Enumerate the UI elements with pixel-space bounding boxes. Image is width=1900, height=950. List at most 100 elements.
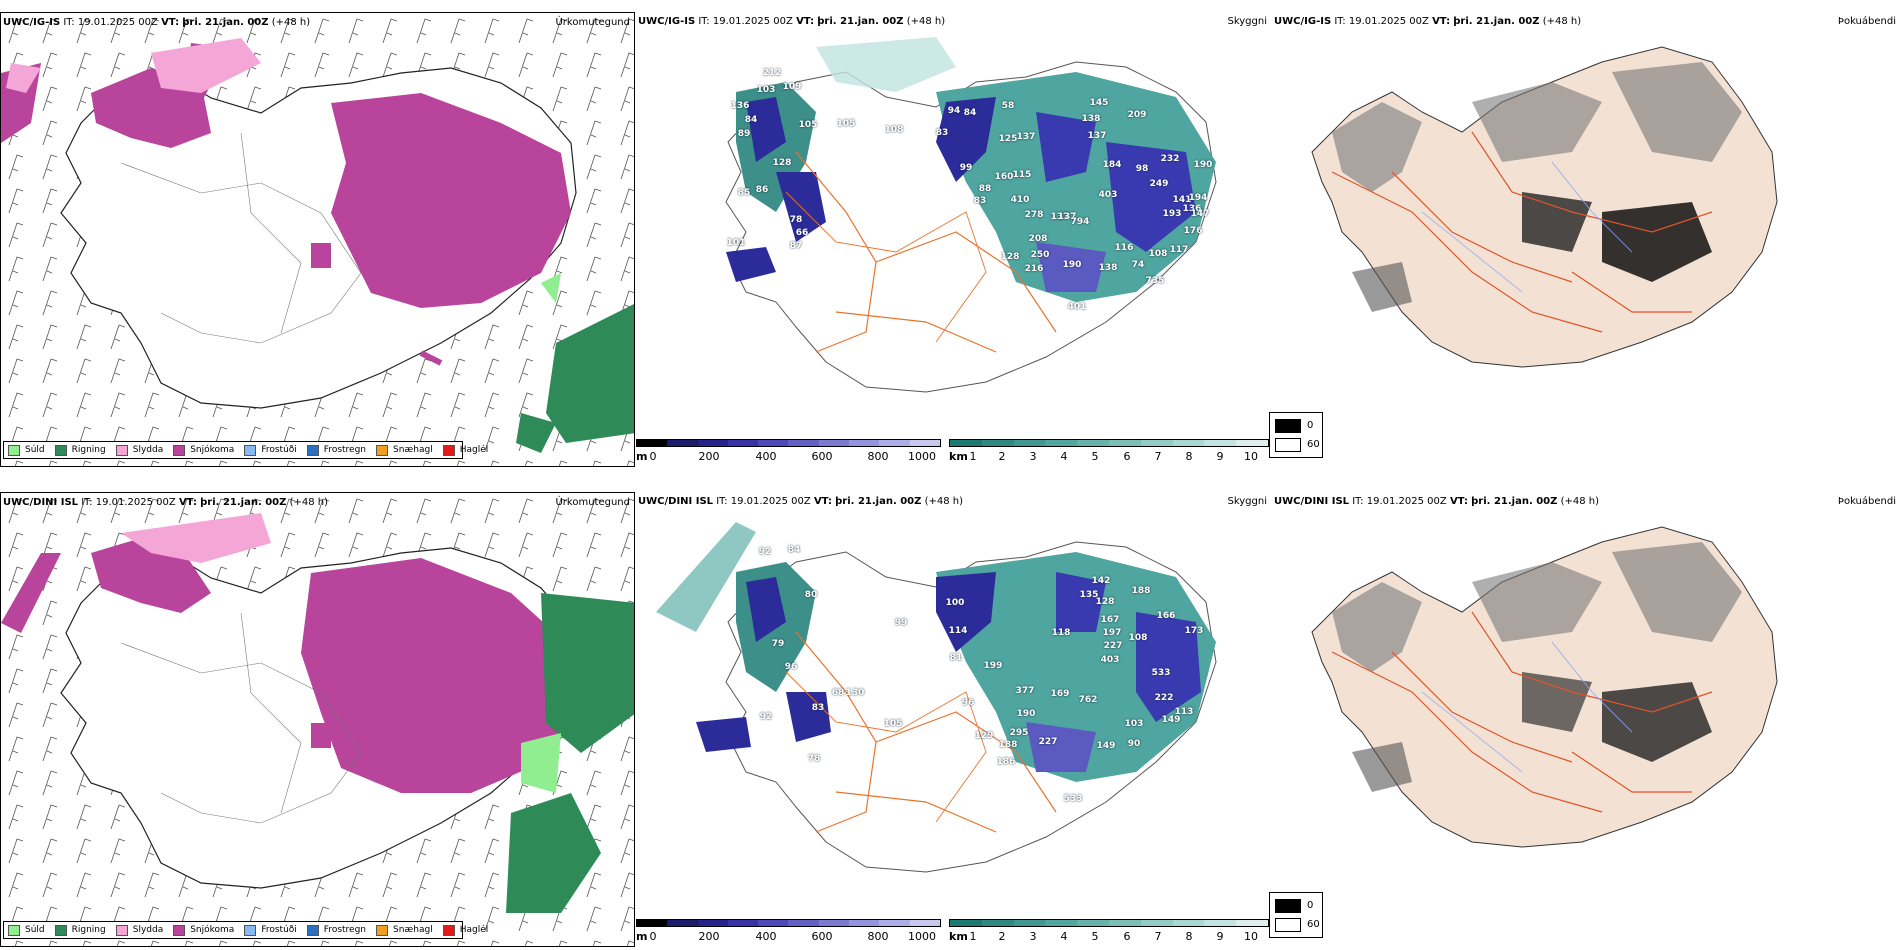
visibility-colorbar-tick: 6 [1123, 450, 1131, 463]
peak-label: 149 [1161, 715, 1181, 725]
legend-swatch [115, 444, 128, 456]
visibility-map-row1 [725, 37, 1217, 393]
legend-swatch [442, 924, 455, 936]
peak-label: 92 [758, 547, 772, 557]
visibility-colorbar-tick: 7 [1154, 450, 1162, 463]
legend-item-snjokoma: Snjókoma [173, 924, 234, 936]
peak-label: 190 [1062, 260, 1082, 270]
visibility-colorbar-tick: 5 [1091, 930, 1099, 943]
peak-label: 403 [1100, 655, 1120, 665]
peak-label: 88 [978, 184, 992, 194]
peak-label: 209 [1127, 110, 1147, 120]
peak-label: 96 [961, 698, 975, 708]
precip-map-row2 [1, 493, 634, 946]
peak-label: 142 [1091, 576, 1111, 586]
fog-title-row2: UWC/DINI ISL IT: 19.01.2025 00Z VT: þri.… [1274, 496, 1600, 507]
peak-label: 113 [1174, 707, 1194, 717]
visibility-colorbar-unit: km [949, 930, 968, 943]
visibility-panel-label-row2: Skyggni [1227, 496, 1267, 507]
legend-swatch [173, 924, 186, 936]
peak-label: 96 [784, 662, 798, 672]
fog-panel-row1: UWC/IG-IS IT: 19.01.2025 00Z VT: þri. 21… [1272, 12, 1900, 467]
fog-legend-label: 0 [1307, 900, 1314, 911]
peak-label: 89 [737, 129, 751, 139]
visibility-colorbar-tick: 9 [1216, 450, 1224, 463]
legend-item-frostudi: Frostúði [244, 444, 297, 456]
legend-swatch [8, 924, 20, 936]
legend-item-rigning: Rigning [54, 444, 106, 456]
visibility-title-row2: UWC/DINI ISL IT: 19.01.2025 00Z VT: þri.… [638, 496, 964, 507]
peak-label: 103 [756, 85, 776, 95]
peak-label: 794 [1070, 217, 1090, 227]
peak-label: 216 [1024, 264, 1044, 274]
legend-item-frostudi: Frostúði [244, 924, 297, 936]
legend-item-haglel: Haglél [442, 924, 488, 936]
precip-panel-row1: UWC/IG-IS IT: 19.01.2025 00Z VT: þri. 21… [0, 12, 635, 467]
legend-swatch [376, 444, 389, 456]
peak-label: 135 [1079, 590, 1099, 600]
visibility-colorbar-tick: 5 [1091, 450, 1099, 463]
legend-swatch [244, 444, 257, 456]
peak-label: 86 [755, 185, 769, 195]
fog-panel-label-row1: Þokuábendi [1837, 16, 1896, 27]
fog-legend-label: 0 [1307, 420, 1314, 431]
peak-label: 103 [1124, 719, 1144, 729]
peak-label: 188 [1131, 586, 1151, 596]
fog-panel-label-row2: Þokuábendi [1837, 496, 1896, 507]
legend-item-sudd: Súld [8, 444, 45, 456]
visibility-panel-row2: UWC/DINI ISL IT: 19.01.2025 00Z VT: þri.… [636, 492, 1271, 947]
peak-label: 83 [973, 196, 987, 206]
legend-swatch [173, 444, 186, 456]
peak-label: 100 [945, 598, 965, 608]
peak-label: 98 [1135, 164, 1149, 174]
visibility-colorbar-tick: 9 [1216, 930, 1224, 943]
peak-label: 194 [1188, 193, 1208, 203]
altitude-colorbar-row1: m 0 200 400 600 800 1000 [636, 439, 941, 467]
altitude-colorbar-tick: 800 [867, 930, 889, 943]
peak-label: 147 [1190, 209, 1210, 219]
peak-label: 533 [1063, 794, 1083, 804]
peak-label: 108 [884, 125, 904, 135]
peak-label: 109 [782, 82, 802, 92]
legend-swatch [306, 444, 319, 456]
legend-item-frostregn: Frostregn [306, 444, 366, 456]
legend-swatch [306, 924, 319, 936]
legend-item-haglel: Haglél [442, 444, 488, 456]
precip-title-row2: UWC/DINI ISL IT: 19.01.2025 00Z VT: þri.… [3, 497, 329, 508]
peak-label: 227 [1038, 737, 1058, 747]
peak-label: 84 [744, 115, 758, 125]
peak-label: 125 [998, 134, 1018, 144]
peak-label: 79 [771, 639, 785, 649]
peak-label: 278 [1024, 210, 1044, 220]
legend-item-slydda: Slydda [115, 924, 163, 936]
precip-map-row1 [1, 13, 634, 466]
precip-legend-row1: Súld Rigning Slydda Snjókoma Frostúði Fr… [3, 441, 488, 459]
visibility-colorbar-tick: 4 [1060, 930, 1068, 943]
peak-label: 137 [1057, 212, 1077, 222]
peak-label: 78 [807, 754, 821, 764]
visibility-colorbar-row2: km 1 2 3 4 5 6 7 8 9 10 [949, 919, 1269, 947]
visibility-map-row2 [656, 522, 1217, 873]
peak-label: 105 [883, 719, 903, 729]
peak-label: 99 [959, 163, 973, 173]
fog-legend-swatch-black [1275, 899, 1301, 913]
fog-panel-row2: UWC/DINI ISL IT: 19.01.2025 00Z VT: þri.… [1272, 492, 1900, 947]
peak-label: 128 [1000, 252, 1020, 262]
peak-label: 99 [894, 618, 908, 628]
peak-label: 137 [1050, 212, 1070, 222]
peak-label: 186 [996, 757, 1016, 767]
fog-title-row1: UWC/IG-IS IT: 19.01.2025 00Z VT: þri. 21… [1274, 16, 1582, 27]
peak-label: 212 [762, 68, 782, 78]
peak-label: 190 [1193, 160, 1213, 170]
peak-label: 94 [947, 106, 961, 116]
peak-label: 105 [798, 120, 818, 130]
fog-map-row2 [1311, 526, 1778, 848]
visibility-colorbar-tick: 10 [1244, 450, 1258, 463]
legend-swatch [376, 924, 389, 936]
altitude-colorbar-tick: 1000 [908, 930, 936, 943]
peak-label: 85 [737, 188, 751, 198]
legend-swatch [54, 444, 67, 456]
peak-label: 130 [845, 688, 865, 698]
peak-label: 295 [1009, 728, 1029, 738]
altitude-colorbar-tick: 0 [649, 930, 657, 943]
